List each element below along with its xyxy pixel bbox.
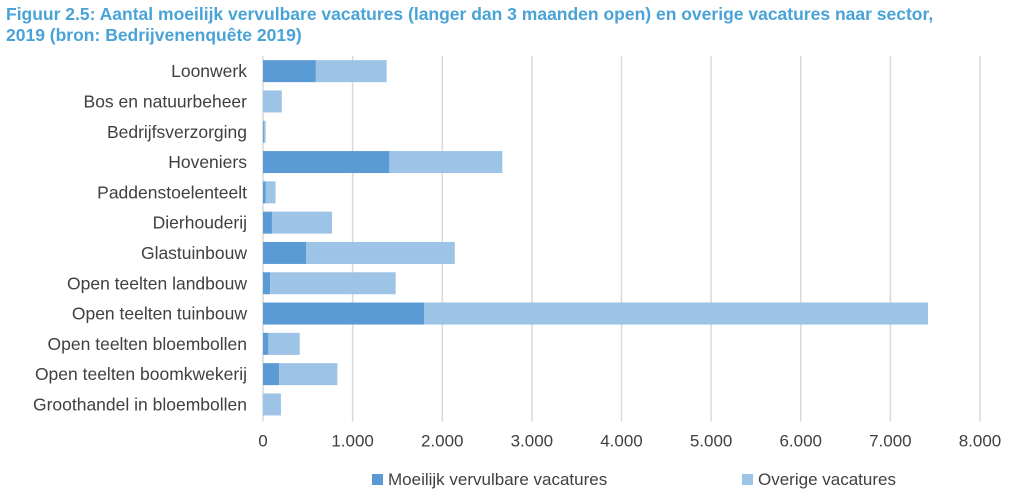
x-tick-label: 0 xyxy=(258,432,267,451)
x-tick-label: 3.000 xyxy=(511,432,554,451)
bar-moeilijk-vervulbaar xyxy=(263,332,269,355)
x-axis-tick-labels: 0 1.000 2.000 3.000 4.000 5.000 6.000 7.000 8.00… xyxy=(258,432,1001,451)
bar-overige xyxy=(315,60,387,83)
bar-overige xyxy=(271,211,333,234)
legend: Moeilijk vervulbare vacatures Overige vac… xyxy=(372,470,896,489)
bar-overige xyxy=(263,90,282,113)
legend-swatch xyxy=(372,474,383,485)
gridlines xyxy=(262,56,981,422)
bar-moeilijk-vervulbaar xyxy=(263,363,280,386)
chart-title: Figuur 2.5: Aantal moeilijk vervulbare v… xyxy=(6,4,1021,46)
x-tick-label: 1.000 xyxy=(331,432,374,451)
bar-moeilijk-vervulbaar xyxy=(263,181,266,204)
category-label: Bedrijfsverzorging xyxy=(107,122,247,142)
category-label: Open teelten bloembollen xyxy=(48,334,247,354)
bar-moeilijk-vervulbaar xyxy=(263,302,425,325)
bar-overige xyxy=(265,181,276,204)
bar-overige xyxy=(279,363,338,386)
bar-overige xyxy=(263,393,281,416)
x-tick-label: 4.000 xyxy=(600,432,643,451)
category-labels: Loonwerk Bos en natuurbeheer Bedrijfsverzo… xyxy=(33,61,247,414)
x-tick-label: 5.000 xyxy=(690,432,733,451)
category-label: Open teelten tuinbouw xyxy=(72,304,247,324)
category-label: Paddenstoelenteelt xyxy=(97,182,247,202)
category-label: Open teelten boomkwekerij xyxy=(35,364,247,384)
chart-title-line-2: 2019 (bron: Bedrijvenenquête 2019) xyxy=(6,25,302,45)
bar-moeilijk-vervulbaar xyxy=(263,241,307,264)
bar-overige xyxy=(263,120,266,143)
category-label: Open teelten landbouw xyxy=(67,273,247,293)
legend-swatch xyxy=(742,474,753,485)
category-label: Loonwerk xyxy=(171,61,247,81)
bar-moeilijk-vervulbaar xyxy=(263,151,390,174)
bar-moeilijk-vervulbaar xyxy=(263,60,316,83)
bars xyxy=(263,60,929,416)
bar-moeilijk-vervulbaar xyxy=(263,272,271,295)
bar-overige xyxy=(270,272,396,295)
bar-overige xyxy=(268,332,300,355)
category-label: Groothandel in bloembollen xyxy=(33,394,247,414)
category-label: Dierhouderij xyxy=(153,213,247,233)
bar-moeilijk-vervulbaar xyxy=(263,211,272,234)
bar-overige xyxy=(306,241,455,264)
category-label: Bos en natuurbeheer xyxy=(84,91,248,111)
category-label: Glastuinbouw xyxy=(141,243,247,263)
x-tick-label: 6.000 xyxy=(779,432,822,451)
legend-label: Moeilijk vervulbare vacatures xyxy=(388,470,607,489)
x-tick-label: 2.000 xyxy=(421,432,464,451)
legend-label: Overige vacatures xyxy=(758,470,896,489)
bar-overige xyxy=(424,302,929,325)
chart-title-line-1: Figuur 2.5: Aantal moeilijk vervulbare v… xyxy=(6,4,934,24)
x-tick-label: 8.000 xyxy=(959,432,1002,451)
x-tick-label: 7.000 xyxy=(869,432,912,451)
category-label: Hoveniers xyxy=(168,152,247,172)
bar-moeilijk-vervulbaar xyxy=(263,120,264,143)
bar-overige xyxy=(389,151,503,174)
